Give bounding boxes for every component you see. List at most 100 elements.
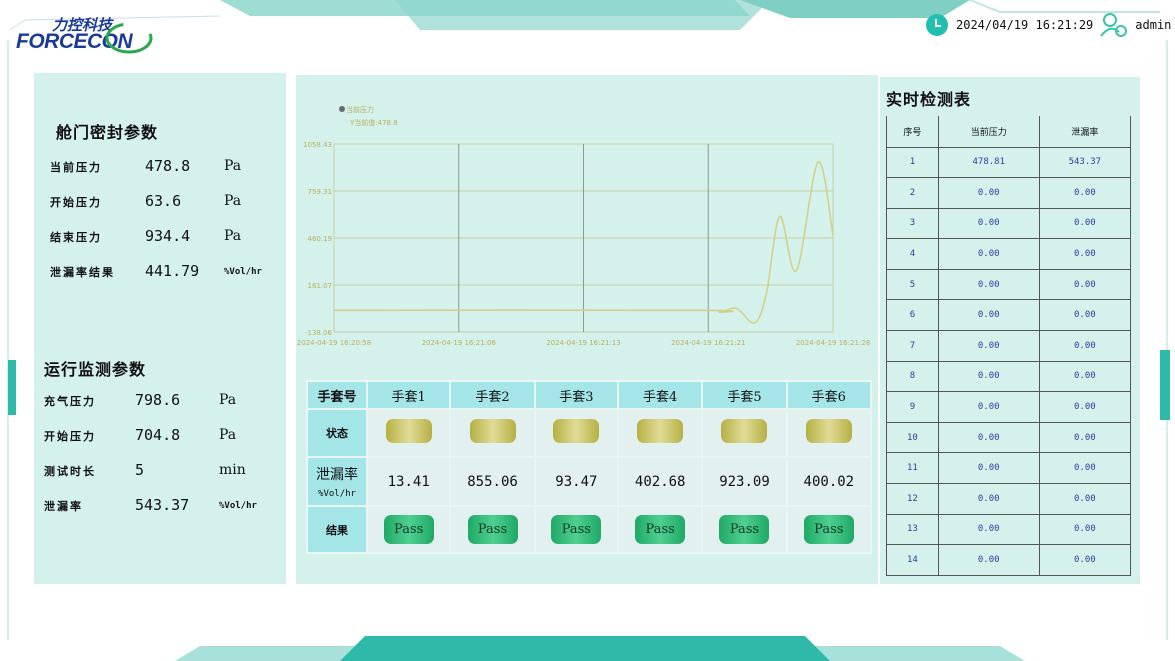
glove-name: 手套4: [617, 380, 704, 410]
x-tick-label: 2024-04-19 16:21:21: [671, 339, 745, 347]
status-lamp: [469, 419, 516, 443]
param-value: 798.6: [135, 391, 181, 409]
status-lamp: [553, 419, 600, 443]
user-settings-icon[interactable]: [1099, 12, 1129, 38]
param-label: 结束压力: [50, 231, 102, 244]
param-unit: Pa: [219, 392, 237, 408]
column-header: 序号: [886, 116, 939, 148]
table-cell: 0.00: [1038, 299, 1132, 332]
legend-label: 当前压力: [346, 105, 374, 114]
table-cell: 0.00: [937, 299, 1040, 332]
pass-button[interactable]: Pass: [803, 515, 854, 544]
status-lamp: [385, 419, 432, 443]
table-cell: 0.00: [937, 269, 1040, 301]
table-row: 11 0.00 0.00: [886, 452, 1132, 485]
param-value: 441.79: [145, 262, 200, 280]
param-value: 543.37: [135, 496, 190, 514]
table-cell: 0.00: [1038, 391, 1132, 423]
table-cell: 4: [886, 238, 939, 270]
status-label: 状态: [306, 408, 368, 458]
username[interactable]: admin: [1135, 18, 1172, 32]
status-lamp: [805, 419, 852, 443]
pass-button[interactable]: Pass: [719, 515, 770, 544]
table-cell: 0.00: [1038, 361, 1132, 393]
result-label: 结果: [306, 505, 368, 554]
glove-leak: 13.41: [365, 456, 452, 507]
table-cell: 0.00: [937, 330, 1040, 362]
table-cell: 0.00: [1038, 208, 1132, 240]
status-lamp: [721, 419, 768, 443]
table-cell: 0.00: [937, 208, 1040, 240]
param-label: 开始压力: [44, 430, 96, 443]
param-value: 478.8: [145, 157, 191, 175]
table-cell: 0.00: [1038, 269, 1132, 301]
param-unit: Pa: [219, 427, 237, 443]
table-cell: 0.00: [937, 391, 1040, 423]
param-unit: Pa: [224, 228, 242, 244]
param-unit: Pa: [224, 158, 242, 174]
table-cell: 8: [886, 361, 939, 393]
table-cell: 5: [886, 269, 939, 301]
table-row: 9 0.00 0.00: [886, 391, 1132, 423]
param-value: 934.4: [145, 227, 191, 245]
pressure-chart: 当前压力 Y当前值:478.8 1058.43 759.31 460.19 161.07 -…: [297, 105, 870, 347]
param-label: 当前压力: [50, 161, 102, 174]
param-label: 泄漏率结果: [50, 266, 115, 279]
y-tick-label: 161.07: [308, 282, 333, 290]
table-cell: 7: [886, 330, 939, 362]
table-cell: 0.00: [937, 514, 1040, 546]
glove-leak: 400.02: [785, 456, 873, 507]
table-cell: 0.00: [1038, 330, 1132, 362]
table-row: 12 0.00 0.00: [886, 483, 1132, 515]
run-monitor-title: 运行监测参数: [44, 360, 147, 379]
param-value: 63.6: [145, 192, 182, 210]
table-cell: 6: [886, 299, 939, 332]
glove-leak: 402.68: [617, 456, 704, 507]
param-label: 开始压力: [50, 196, 102, 209]
table-cell: 1: [886, 147, 939, 179]
glove-name: 手套3: [533, 380, 620, 410]
pass-button[interactable]: Pass: [383, 515, 434, 544]
param-unit: %Vol/hr: [224, 267, 262, 277]
table-cell: 0.00: [1038, 514, 1132, 546]
table-cell: 10: [886, 422, 939, 454]
column-header: 当前压力: [937, 116, 1040, 148]
table-cell: 11: [886, 452, 939, 485]
table-cell: 543.37: [1038, 147, 1132, 179]
table-cell: 0.00: [937, 361, 1040, 393]
table-cell: 0.00: [1038, 177, 1132, 209]
table-cell: 12: [886, 483, 939, 515]
pass-button[interactable]: Pass: [551, 515, 602, 544]
table-cell: 0.00: [937, 483, 1040, 515]
table-cell: 9: [886, 391, 939, 423]
table-cell: 0.00: [937, 177, 1040, 209]
leak-label: 泄漏率 %Vol/hr: [306, 456, 368, 507]
table-row: 13 0.00 0.00: [886, 514, 1132, 546]
table-cell: 0.00: [1038, 238, 1132, 270]
table-cell: 0.00: [937, 544, 1040, 576]
table-row: 10 0.00 0.00: [886, 422, 1132, 454]
y-tick-label: -138.06: [305, 329, 333, 337]
datetime: 2024/04/19 16:21:29: [956, 18, 1094, 32]
pressure-series-line: [333, 161, 834, 324]
clock-icon: [926, 14, 948, 36]
legend-icon: [339, 106, 345, 112]
glove-name: 手套6: [785, 380, 873, 410]
param-unit: Pa: [224, 193, 242, 209]
table-cell: 0.00: [1038, 452, 1132, 485]
pass-button[interactable]: Pass: [635, 515, 686, 544]
table-row: 1 478.81 543.37: [886, 147, 1132, 179]
table-row: 7 0.00 0.00: [886, 330, 1132, 362]
table-cell: 2: [886, 177, 939, 209]
glove-leak: 93.47: [533, 456, 620, 507]
glove-name: 手套5: [701, 380, 788, 410]
realtime-table: 序号 当前压力 泄漏率 1 478.81 543.37 2 0.00 0.00 3 0.00 0.00…: [886, 116, 1132, 576]
y-tick-label: 759.31: [308, 188, 333, 196]
y-tick-label: 1058.43: [303, 141, 332, 149]
param-label: 充气压力: [44, 395, 96, 408]
pass-button[interactable]: Pass: [467, 515, 518, 544]
glove-leak: 855.06: [449, 456, 536, 507]
glove-name: 手套2: [449, 380, 536, 410]
current-value-label: Y当前值:478.8: [349, 118, 398, 127]
